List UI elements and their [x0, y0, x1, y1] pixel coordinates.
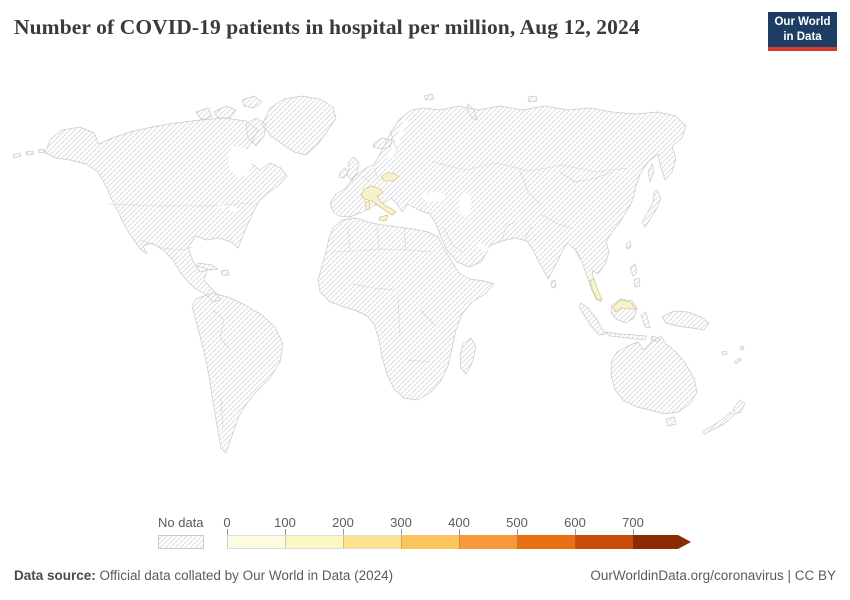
country-italy[interactable]	[360, 185, 397, 216]
legend-tick-label: 600	[564, 515, 586, 530]
island-mindanao[interactable]	[633, 277, 641, 288]
legend-tick-label: 300	[390, 515, 412, 530]
country-italy-sicily[interactable]	[378, 214, 389, 222]
legend-bin-700-plus-arrow[interactable]	[633, 535, 691, 549]
owid-logo-box: Our World in Data	[768, 12, 837, 47]
island-victoria[interactable]	[195, 107, 213, 121]
legend-tickmarks	[227, 529, 697, 536]
landmass-africa[interactable]	[317, 217, 495, 401]
persian-gulf	[476, 242, 490, 252]
seas	[217, 119, 490, 252]
legend-bin-200-300[interactable]	[343, 535, 401, 549]
legend-bin-0-100[interactable]	[227, 535, 285, 549]
island-ireland[interactable]	[338, 167, 349, 179]
island-nz-north[interactable]	[732, 399, 746, 415]
footer-credit-link[interactable]: OurWorldinData.org/coronavirus | CC BY	[590, 568, 836, 583]
island-novaya-zemlya[interactable]	[466, 103, 478, 121]
legend-color-bar[interactable]	[227, 535, 691, 549]
island-nz-south[interactable]	[702, 411, 735, 435]
country-italy-sardinia[interactable]	[364, 200, 371, 211]
island-sulawesi[interactable]	[640, 311, 651, 329]
legend-no-data-swatch[interactable]	[158, 535, 204, 549]
island-sri-lanka[interactable]	[550, 279, 557, 289]
footer-source-label: Data source:	[14, 568, 96, 583]
island-great-britain[interactable]	[346, 156, 360, 182]
owid-logo-line1: Our World	[774, 16, 831, 29]
island-baffin[interactable]	[245, 117, 267, 147]
island-cuba[interactable]	[196, 262, 219, 271]
legend-tick-label: 400	[448, 515, 470, 530]
country-czechia[interactable]	[380, 172, 400, 182]
footer-data-source: Data source: Official data collated by O…	[14, 568, 393, 583]
legend-bin-400-500[interactable]	[459, 535, 517, 549]
country-borders	[107, 129, 629, 429]
legend-tick-label: 500	[506, 515, 528, 530]
footer-source-text: Official data collated by Our World in D…	[95, 568, 394, 583]
caspian-sea	[459, 193, 471, 217]
legend-bin-500-600[interactable]	[517, 535, 575, 549]
legend-bin-300-400[interactable]	[401, 535, 459, 549]
landmass-south-america[interactable]	[191, 292, 284, 454]
landmass-australia[interactable]	[610, 335, 698, 415]
island-taiwan[interactable]	[625, 240, 632, 250]
island-japan[interactable]	[641, 189, 662, 228]
owid-logo-line2: in Data	[783, 30, 822, 43]
page-title: Number of COVID-19 patients in hospital …	[14, 15, 640, 39]
legend-bin-600-700[interactable]	[575, 535, 633, 549]
legend-tick-label: 0	[223, 515, 231, 530]
legend-tick-label: 200	[332, 515, 354, 530]
island-java[interactable]	[604, 331, 647, 341]
landmass-greenland[interactable]	[261, 95, 337, 156]
landmass-north-america[interactable]	[44, 117, 288, 303]
island-sakhalin[interactable]	[647, 163, 655, 183]
island-severnaya[interactable]	[527, 95, 538, 103]
highlighted-countries	[360, 172, 637, 313]
great-lake-1	[217, 203, 227, 209]
island-fiji[interactable]	[721, 345, 745, 356]
island-aleutians[interactable]	[12, 148, 46, 159]
country-malaysia-peninsular[interactable]	[589, 278, 603, 301]
hudson-bay	[228, 146, 253, 178]
owid-logo[interactable]: Our World in Data	[768, 12, 837, 51]
legend-tick-labels: 0 100 200 300 400 500 600 700	[223, 515, 697, 531]
island-arctic-2[interactable]	[241, 95, 263, 109]
island-tasmania[interactable]	[665, 416, 677, 427]
island-svalbard[interactable]	[423, 93, 435, 101]
island-new-caledonia[interactable]	[733, 357, 742, 365]
island-luzon[interactable]	[629, 263, 638, 277]
legend-bin-100-200[interactable]	[285, 535, 343, 549]
baltic-sea	[388, 119, 409, 159]
island-hispaniola[interactable]	[220, 269, 230, 276]
landmass-eurasia[interactable]	[329, 105, 687, 303]
black-sea	[422, 192, 446, 202]
legend-tick-label: 100	[274, 515, 296, 530]
island-sumatra[interactable]	[578, 302, 606, 336]
great-lake-2	[229, 206, 237, 212]
island-iceland[interactable]	[372, 137, 393, 150]
island-arctic-1[interactable]	[213, 105, 237, 119]
owid-logo-accent-strip	[768, 47, 837, 51]
legend-tick-label: 700	[622, 515, 644, 530]
no-data-landmasses[interactable]	[12, 93, 746, 454]
country-malaysia-east[interactable]	[612, 299, 637, 313]
island-new-guinea[interactable]	[661, 310, 710, 331]
legend-no-data-label: No data	[158, 515, 204, 530]
island-madagascar[interactable]	[459, 337, 477, 375]
